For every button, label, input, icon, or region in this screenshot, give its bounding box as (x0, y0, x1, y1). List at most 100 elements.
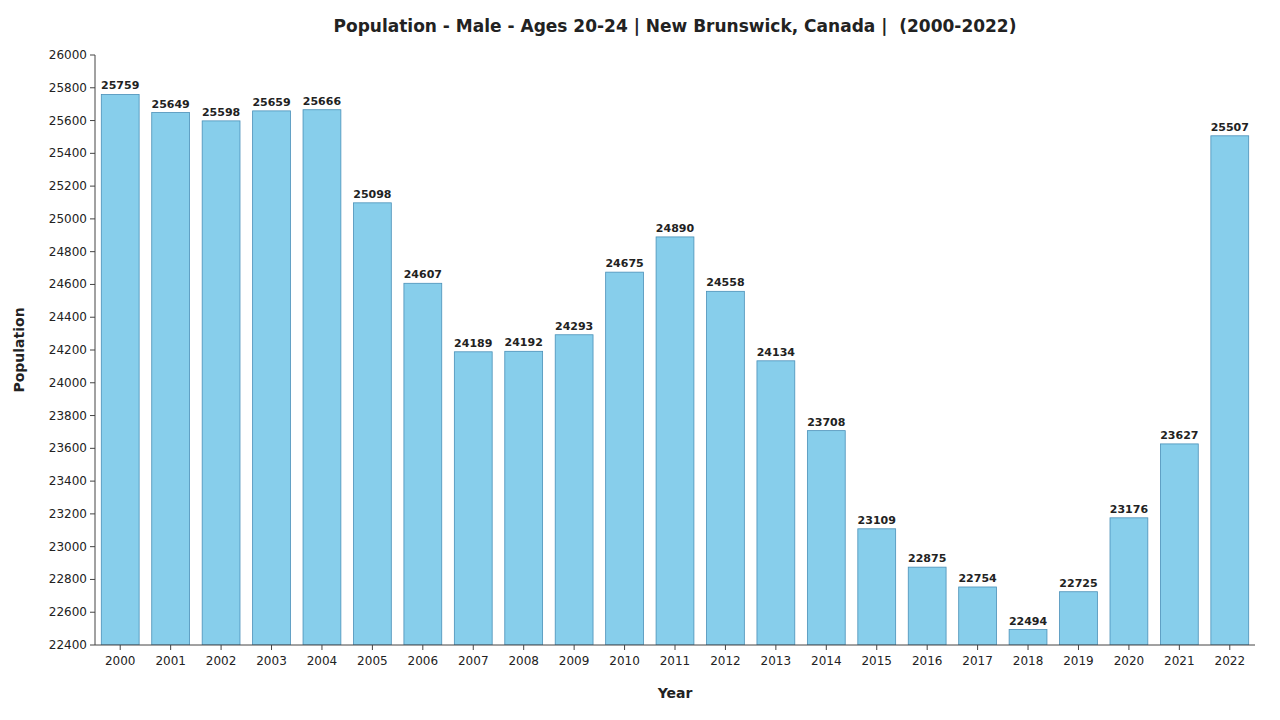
y-tick-label: 24400 (49, 310, 87, 324)
x-axis-label: Year (657, 685, 693, 701)
y-tick (90, 251, 95, 252)
data-label: 24293 (555, 320, 593, 333)
y-tick (90, 481, 95, 482)
y-tick (90, 186, 95, 187)
x-tick (1229, 645, 1230, 650)
bar (606, 272, 644, 645)
data-label: 25759 (101, 79, 139, 92)
data-label: 24189 (454, 337, 492, 350)
y-tick (90, 546, 95, 547)
x-tick (574, 645, 575, 650)
x-tick-label: 2020 (1114, 654, 1145, 668)
bar (656, 237, 694, 645)
y-tick-label: 22600 (49, 605, 87, 619)
data-label: 25659 (252, 96, 290, 109)
y-tick-label: 25000 (49, 212, 87, 226)
x-tick (271, 645, 272, 650)
x-tick-label: 2019 (1063, 654, 1094, 668)
data-label: 25649 (152, 98, 190, 111)
y-tick (90, 612, 95, 613)
bar (707, 291, 745, 645)
y-tick-label: 23800 (49, 409, 87, 423)
x-tick-label: 2009 (559, 654, 590, 668)
y-tick (90, 350, 95, 351)
data-label: 23176 (1110, 503, 1149, 516)
y-tick-label: 25200 (49, 179, 87, 193)
x-tick (1179, 645, 1180, 650)
x-tick (523, 645, 524, 650)
bar (807, 431, 845, 645)
x-tick-label: 2010 (609, 654, 640, 668)
x-tick-label: 2000 (105, 654, 136, 668)
bar (253, 111, 291, 645)
y-tick-label: 25600 (49, 114, 87, 128)
data-label: 24192 (505, 336, 543, 349)
y-tick (90, 120, 95, 121)
x-tick (624, 645, 625, 650)
data-label: 24607 (404, 268, 442, 281)
x-tick-label: 2005 (357, 654, 388, 668)
x-tick (221, 645, 222, 650)
x-tick (120, 645, 121, 650)
bar (202, 121, 240, 645)
chart-title: Population - Male - Ages 20-24 | New Bru… (334, 16, 1017, 36)
x-tick (321, 645, 322, 650)
x-tick (826, 645, 827, 650)
x-tick-label: 2002 (206, 654, 237, 668)
y-tick-label: 22400 (49, 638, 87, 652)
y-tick (90, 513, 95, 514)
x-tick-label: 2003 (256, 654, 287, 668)
y-tick (90, 448, 95, 449)
y-tick (90, 55, 95, 56)
data-label: 24890 (656, 222, 695, 235)
bar (404, 283, 442, 645)
x-tick-label: 2006 (408, 654, 439, 668)
bar (101, 94, 139, 645)
data-label: 24675 (605, 257, 643, 270)
y-tick-label: 26000 (49, 48, 87, 62)
x-tick-label: 2007 (458, 654, 489, 668)
y-tick-label: 23000 (49, 540, 87, 554)
x-tick-label: 2011 (660, 654, 691, 668)
x-tick (876, 645, 877, 650)
x-tick-label: 2017 (962, 654, 993, 668)
y-tick (90, 87, 95, 88)
y-tick (90, 579, 95, 580)
data-label: 22725 (1059, 577, 1097, 590)
data-label: 23627 (1160, 429, 1198, 442)
x-tick (1078, 645, 1079, 650)
x-tick-label: 2008 (508, 654, 539, 668)
chart-container: 2575925649255982565925666250982460724189… (0, 0, 1280, 720)
bar (303, 110, 341, 645)
x-tick-label: 2013 (761, 654, 792, 668)
y-tick (90, 284, 95, 285)
bar (353, 203, 391, 645)
y-tick-label: 22800 (49, 572, 87, 586)
x-tick (473, 645, 474, 650)
x-tick (725, 645, 726, 650)
y-tick (90, 218, 95, 219)
bar (505, 351, 543, 645)
bar (757, 361, 795, 645)
y-tick-label: 24800 (49, 245, 87, 259)
bars (101, 94, 1248, 645)
x-tick (977, 645, 978, 650)
x-tick (1028, 645, 1029, 650)
x-tick (170, 645, 171, 650)
x-tick-label: 2014 (811, 654, 842, 668)
bar (152, 113, 190, 645)
bar (555, 335, 593, 645)
bar (1060, 592, 1098, 645)
data-label: 23109 (858, 514, 896, 527)
y-tick-label: 23400 (49, 474, 87, 488)
x-tick-label: 2004 (307, 654, 338, 668)
x-tick-label: 2015 (861, 654, 892, 668)
bar (858, 529, 896, 645)
y-tick-label: 23600 (49, 441, 87, 455)
bar (1009, 630, 1047, 645)
x-tick-label: 2016 (912, 654, 943, 668)
x-tick-label: 2012 (710, 654, 741, 668)
data-label: 22494 (1009, 615, 1048, 628)
bar (1110, 518, 1148, 645)
data-label: 23708 (807, 416, 845, 429)
